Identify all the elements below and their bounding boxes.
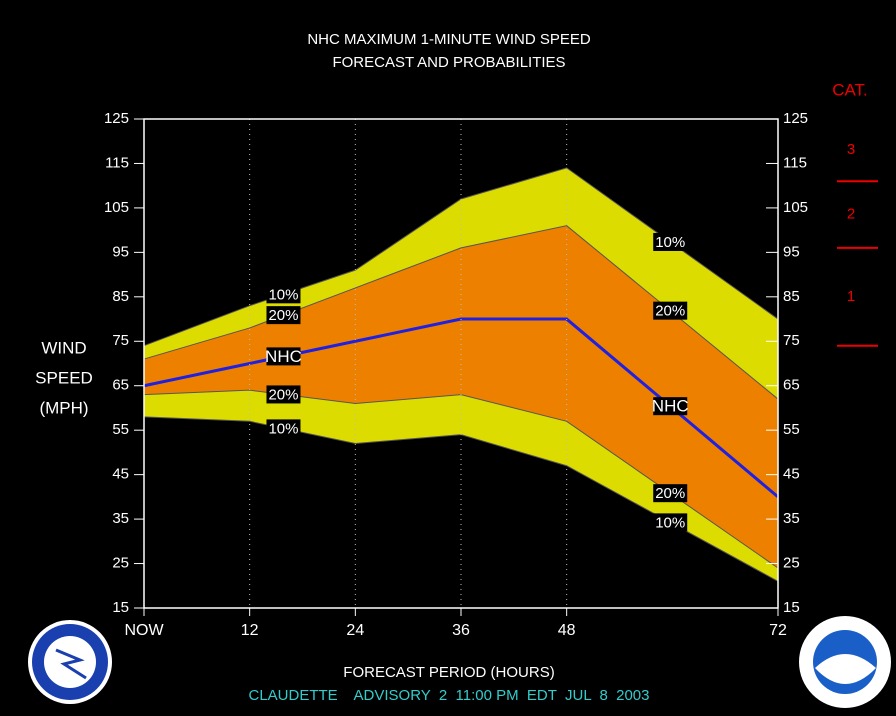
- x-axis-label: FORECAST PERIOD (HOURS): [343, 664, 554, 681]
- series-label-box: [266, 419, 301, 438]
- nws-logo: [28, 620, 112, 704]
- probability-edge: [143, 225, 779, 400]
- series-label: 10%: [655, 514, 685, 531]
- chart-subtitle: FORECAST AND PROBABILITIES: [332, 54, 565, 71]
- series-label-box: [266, 347, 301, 366]
- y2-tick-label: 45: [783, 466, 800, 483]
- y-axis-label: WIND: [41, 338, 86, 357]
- series-label: 20%: [655, 485, 685, 502]
- y2-tick-label: 55: [783, 421, 800, 438]
- category-label: 3: [847, 141, 855, 158]
- series-label: 10%: [655, 234, 685, 251]
- y2-tick-label: 85: [783, 288, 800, 305]
- y-axis-label: SPEED: [35, 368, 93, 387]
- y-tick-label: 95: [112, 243, 129, 260]
- y-tick-label: 105: [104, 199, 129, 216]
- y-tick-label: 25: [112, 555, 129, 572]
- forecast-line: [143, 317, 779, 499]
- probability-band: [144, 225, 778, 568]
- x-tick-label: NOW: [124, 622, 164, 639]
- series-label-box: [266, 306, 301, 325]
- series-label: 10%: [268, 420, 298, 437]
- series-label: 20%: [655, 303, 685, 320]
- x-tick-label: 48: [558, 622, 576, 639]
- chart-title: NHC MAXIMUM 1-MINUTE WIND SPEED: [307, 31, 591, 48]
- series-label: 20%: [268, 386, 298, 403]
- y-axis-label: (MPH): [39, 398, 88, 417]
- y2-tick-label: 105: [783, 199, 808, 216]
- logo-bird: [815, 654, 876, 684]
- x-tick-label: 36: [452, 622, 470, 639]
- probability-edge: [143, 416, 779, 582]
- y2-tick-label: 115: [783, 154, 807, 171]
- y2-tick-label: 15: [783, 599, 800, 616]
- noaa-logo: [799, 616, 891, 708]
- y-tick-label: 115: [105, 154, 129, 171]
- y-tick-label: 65: [112, 377, 129, 394]
- series-label-box: [653, 397, 688, 416]
- probability-edge: [143, 167, 779, 347]
- y2-tick-label: 35: [783, 510, 800, 527]
- series-label-box: [653, 484, 688, 503]
- series-label-box: [266, 385, 301, 404]
- series-label: 10%: [268, 286, 298, 303]
- category-label: 1: [847, 288, 855, 305]
- category-title: CAT.: [832, 80, 868, 99]
- y-tick-label: 15: [112, 599, 129, 616]
- category-label: 2: [847, 206, 855, 223]
- series-label-box: [653, 232, 688, 251]
- series-label-box: [653, 513, 688, 532]
- y-tick-label: 55: [112, 421, 129, 438]
- logo-bolt: [55, 648, 87, 680]
- x-tick-label: 72: [769, 622, 787, 639]
- plot-frame: [143, 118, 779, 609]
- probability-edge: [143, 389, 779, 569]
- y2-tick-label: 25: [783, 555, 800, 572]
- x-tick-label: 24: [346, 622, 364, 639]
- y-tick-label: 125: [104, 110, 129, 127]
- y-tick-label: 85: [112, 288, 129, 305]
- y-tick-label: 75: [112, 332, 129, 349]
- y2-tick-label: 75: [783, 332, 800, 349]
- y2-tick-label: 65: [783, 377, 800, 394]
- series-label: 20%: [268, 307, 298, 324]
- x-tick-label: 12: [241, 622, 259, 639]
- series-label-box: [653, 301, 688, 320]
- series-label-box: [266, 285, 301, 304]
- y2-tick-label: 95: [783, 243, 800, 260]
- y2-tick-label: 125: [783, 110, 808, 127]
- y-tick-label: 35: [112, 510, 129, 527]
- series-label: NHC: [265, 347, 302, 366]
- footer: CLAUDETTE ADVISORY 2 11:00 PM EDT JUL 8 …: [248, 687, 649, 704]
- y-tick-label: 45: [112, 466, 129, 483]
- series-label: NHC: [652, 397, 689, 416]
